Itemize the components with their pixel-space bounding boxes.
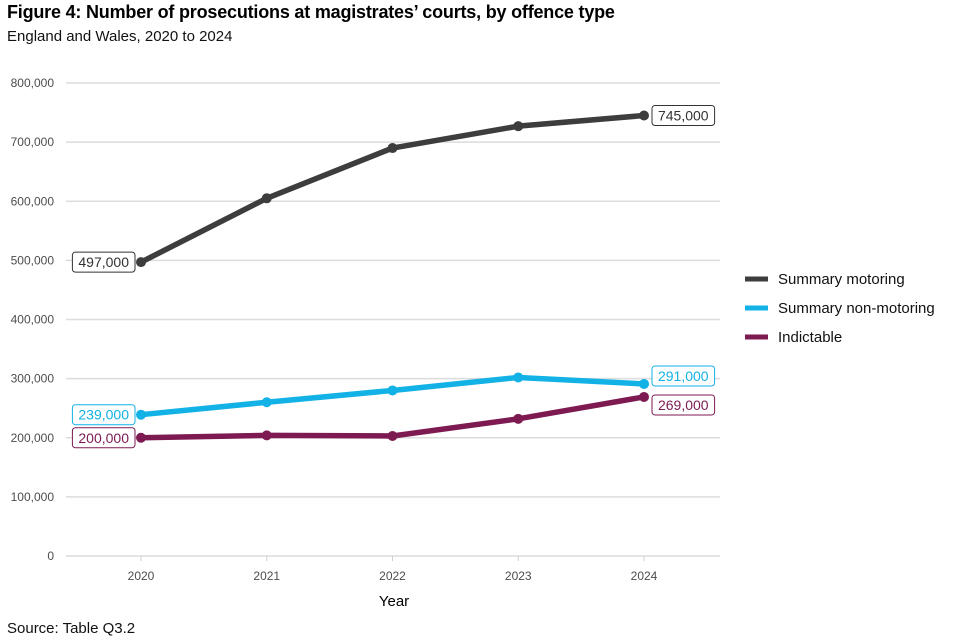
data-point [387,430,398,441]
data-point [513,372,524,383]
data-point [387,385,398,396]
legend-label-2: Indictable [778,329,842,346]
data-label-box [651,365,716,387]
chart-subtitle: England and Wales, 2020 to 2024 [7,28,233,45]
y-tick-label: 100,000 [11,490,55,504]
y-tick-label: 200,000 [11,431,55,445]
data-point [136,409,146,420]
data-point [387,143,398,154]
start-label-1: 239,000 [71,404,136,426]
data-label-text: 291,000 [658,368,709,384]
data-label-text: 745,000 [658,108,709,124]
end-label-0: 745,000 [651,105,716,127]
x-tick-label: 2021 [253,569,280,583]
legend: Summary motoring Summary non-motoring Indi… [745,271,935,346]
series-line-0 [138,112,647,265]
data-label-text: 200,000 [78,430,129,446]
end-label-1: 291,000 [651,365,716,387]
data-point [513,413,524,424]
data-point [261,397,272,408]
y-tick-label: 500,000 [11,253,55,267]
data-label-box [71,427,136,449]
data-labels: 497,000 745,000 239,000 291,000 200,000 269,0… [71,105,716,449]
start-label-2: 200,000 [71,427,136,449]
y-tick-label: 600,000 [11,194,55,208]
x-tick-label: 2020 [128,569,155,583]
data-label-box [651,394,716,416]
y-axis: 0 100,000 200,000 300,000 400,000 500,000 600,… [11,76,55,563]
data-point [261,193,272,204]
legend-label-1: Summary non-motoring [778,300,935,317]
x-axis-title: Year [379,593,409,610]
y-tick-label: 300,000 [11,372,55,386]
data-label-box [651,105,716,127]
data-point [639,110,649,121]
data-label-text: 239,000 [78,407,129,423]
x-axis: 2020 2021 2022 2023 2024 Year [128,556,658,610]
series-lines [136,110,649,443]
end-label-2: 269,000 [651,394,716,416]
data-point [639,391,649,402]
data-point [136,432,146,443]
data-label-box [71,404,136,426]
x-tick-label: 2023 [505,569,532,583]
data-point [261,430,272,441]
data-label-text: 497,000 [78,254,129,270]
gridlines [66,82,720,557]
start-label-0: 497,000 [71,251,136,273]
y-tick-label: 400,000 [11,313,55,327]
data-label-box [71,251,136,273]
y-tick-label: 800,000 [11,76,55,90]
data-point [513,121,524,132]
data-point [136,257,146,268]
data-label-text: 269,000 [658,397,709,413]
y-tick-label: 700,000 [11,135,55,149]
source-note: Source: Table Q3.2 [7,620,136,637]
chart-title: Figure 4: Number of prosecutions at magi… [7,2,615,22]
x-tick-label: 2024 [631,569,658,583]
x-tick-label: 2022 [379,569,406,583]
data-point [639,378,649,389]
y-tick-label: 0 [47,549,54,563]
legend-label-0: Summary motoring [778,271,905,288]
